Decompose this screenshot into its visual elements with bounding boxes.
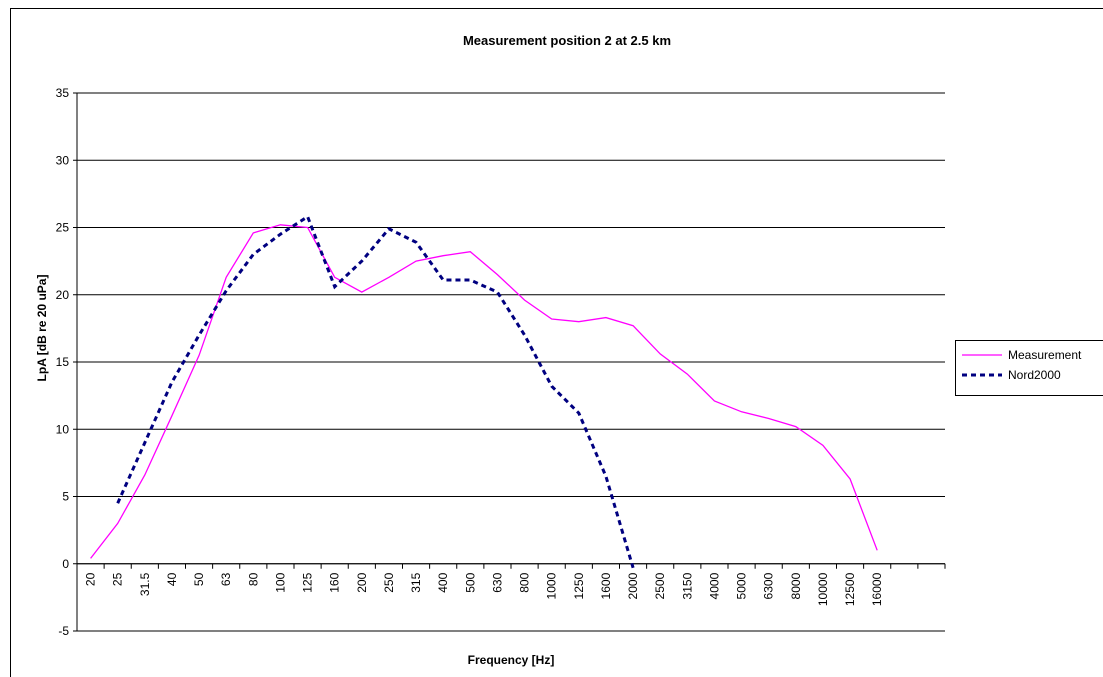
- x-tick-label: 125: [301, 572, 315, 592]
- y-tick-label: 30: [56, 153, 70, 167]
- x-tick-label: 6300: [762, 572, 776, 599]
- x-tick-label: 20: [84, 572, 98, 586]
- x-tick-label: 200: [355, 572, 369, 592]
- x-axis-label: Frequency [Hz]: [468, 653, 555, 667]
- x-tick-label: 8000: [789, 572, 803, 599]
- x-tick-label: 315: [409, 572, 423, 592]
- x-tick-label: 4000: [707, 572, 721, 599]
- x-tick-label: 1600: [599, 572, 613, 599]
- x-tick-label: 2000: [626, 572, 640, 599]
- x-tick-label: 5000: [735, 572, 749, 599]
- x-tick-label: 3150: [680, 572, 694, 599]
- x-tick-label: 1250: [572, 572, 586, 599]
- x-tick-label: 25: [111, 572, 125, 586]
- x-tick-label: 63: [219, 572, 233, 586]
- x-tick-label: 800: [518, 572, 532, 592]
- x-tick-label: 1000: [545, 572, 559, 599]
- y-tick-label: 20: [56, 288, 70, 302]
- x-tick-label: 10000: [816, 572, 830, 606]
- y-tick-label: 0: [62, 557, 69, 571]
- x-tick-label: 12500: [843, 572, 857, 606]
- x-tick-label: 31.5: [138, 572, 152, 596]
- series-line: [90, 224, 878, 559]
- x-tick-label: 100: [273, 572, 287, 592]
- x-tick-label: 2500: [653, 572, 667, 599]
- chart-title: Measurement position 2 at 2.5 km: [463, 33, 671, 48]
- y-tick-label: 25: [56, 221, 70, 235]
- y-tick-label: 15: [56, 355, 70, 369]
- x-tick-label: 630: [490, 572, 504, 592]
- y-tick-label: 35: [56, 86, 70, 100]
- legend-label: Measurement: [1008, 348, 1082, 362]
- x-tick-label: 250: [382, 572, 396, 592]
- x-tick-label: 40: [165, 572, 179, 586]
- y-axis-label: LpA [dB re 20 uPa]: [35, 275, 49, 382]
- legend-label: Nord2000: [1008, 368, 1061, 382]
- x-tick-label: 80: [246, 572, 260, 586]
- y-tick-label: 10: [56, 422, 70, 436]
- legend-box: [955, 340, 1103, 396]
- x-tick-label: 400: [436, 572, 450, 592]
- x-tick-label: 50: [192, 572, 206, 586]
- chart-frame: [10, 8, 1103, 677]
- x-tick-label: 160: [328, 572, 342, 592]
- y-tick-label: -5: [58, 624, 69, 638]
- x-tick-label: 500: [463, 572, 477, 592]
- y-tick-label: 5: [62, 490, 69, 504]
- x-tick-label: 16000: [870, 572, 884, 606]
